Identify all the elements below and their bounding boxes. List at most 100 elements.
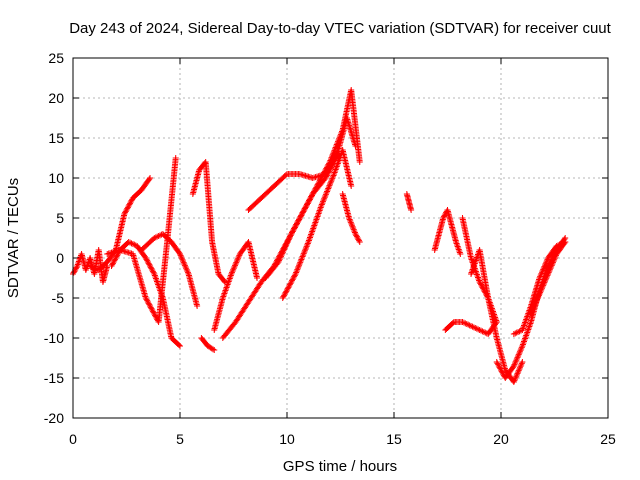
data-point-marker bbox=[320, 197, 327, 204]
data-point-marker bbox=[89, 264, 96, 271]
data-point-marker bbox=[329, 173, 336, 180]
data-point-marker bbox=[128, 240, 135, 247]
data-point-marker bbox=[326, 181, 333, 188]
data-point-marker bbox=[496, 364, 503, 371]
data-point-marker bbox=[151, 235, 158, 241]
data-point-marker bbox=[323, 165, 330, 172]
data-point-marker bbox=[293, 269, 300, 276]
data-point-marker bbox=[476, 327, 483, 333]
data-point-marker bbox=[356, 239, 363, 245]
data-point-marker bbox=[142, 255, 149, 261]
data-point-marker bbox=[350, 226, 357, 233]
data-point-marker bbox=[354, 235, 361, 241]
data-point-marker bbox=[128, 197, 135, 204]
data-point-marker bbox=[288, 277, 295, 284]
series-arc-d bbox=[138, 231, 201, 309]
data-point-marker bbox=[232, 261, 239, 267]
data-point-marker bbox=[154, 233, 161, 240]
series-arc-l bbox=[339, 191, 363, 245]
data-point-marker bbox=[282, 289, 289, 296]
data-point-marker bbox=[276, 257, 283, 264]
data-point-marker bbox=[301, 247, 308, 254]
data-point-marker bbox=[286, 235, 293, 242]
data-point-marker bbox=[319, 172, 326, 179]
data-point-marker bbox=[282, 172, 289, 179]
data-point-marker bbox=[281, 245, 288, 251]
data-point-marker bbox=[317, 176, 324, 183]
data-point-marker bbox=[329, 175, 336, 182]
data-point-marker bbox=[348, 220, 355, 227]
data-point-marker bbox=[321, 195, 328, 202]
data-point-marker bbox=[177, 343, 183, 349]
data-point-marker bbox=[538, 286, 545, 293]
data-point-marker bbox=[517, 363, 524, 370]
plot-frame bbox=[72, 57, 609, 419]
data-point-marker bbox=[337, 131, 344, 138]
data-point-marker bbox=[294, 219, 301, 225]
y-tick-label: 15 bbox=[48, 130, 64, 146]
data-point-marker bbox=[551, 256, 558, 263]
data-point-marker bbox=[495, 363, 502, 369]
data-point-marker bbox=[540, 265, 547, 271]
data-point-marker bbox=[283, 242, 290, 249]
data-point-marker bbox=[298, 255, 305, 261]
y-tick-label: -10 bbox=[44, 330, 64, 346]
data-point-marker bbox=[468, 323, 475, 329]
data-point-marker bbox=[290, 275, 297, 281]
series-arc-j bbox=[262, 87, 363, 281]
y-tick-label: -15 bbox=[44, 370, 64, 386]
data-point-marker bbox=[325, 161, 332, 168]
data-point-marker bbox=[287, 280, 294, 287]
data-point-marker bbox=[306, 197, 313, 204]
data-point-marker bbox=[466, 322, 473, 329]
data-point-marker bbox=[331, 147, 338, 154]
data-point-marker bbox=[465, 321, 472, 328]
data-point-marker bbox=[296, 216, 303, 223]
data-point-marker bbox=[463, 321, 470, 327]
data-point-marker bbox=[532, 299, 539, 306]
data-point-marker bbox=[121, 211, 128, 217]
data-point-marker bbox=[148, 265, 155, 272]
data-point-marker bbox=[346, 216, 353, 223]
data-point-marker bbox=[541, 263, 548, 270]
data-point-marker bbox=[281, 292, 288, 299]
data-point-marker bbox=[149, 307, 156, 313]
x-tick-label: 0 bbox=[69, 431, 77, 447]
data-point-marker bbox=[326, 159, 333, 165]
data-point-marker bbox=[209, 346, 216, 353]
data-point-marker bbox=[298, 211, 305, 217]
data-point-marker bbox=[127, 239, 134, 246]
data-point-marker bbox=[324, 163, 331, 169]
y-tick-label: -20 bbox=[44, 410, 64, 426]
data-point-marker bbox=[355, 236, 362, 243]
data-point-marker bbox=[181, 261, 188, 267]
data-point-marker bbox=[327, 157, 334, 164]
data-point-marker bbox=[516, 348, 523, 355]
data-point-marker bbox=[304, 241, 311, 248]
data-point-marker bbox=[516, 366, 523, 373]
data-point-marker bbox=[533, 298, 540, 305]
data-point-marker bbox=[151, 311, 158, 317]
data-point-marker bbox=[535, 292, 542, 299]
data-point-marker bbox=[339, 128, 346, 135]
data-point-marker bbox=[143, 256, 150, 263]
data-point-marker bbox=[532, 301, 539, 307]
data-point-marker bbox=[280, 247, 287, 254]
data-point-marker bbox=[113, 253, 120, 260]
data-point-marker bbox=[146, 176, 153, 183]
data-point-marker bbox=[351, 229, 358, 236]
data-point-marker bbox=[233, 259, 240, 266]
data-point-marker bbox=[356, 237, 363, 244]
data-point-marker bbox=[330, 172, 337, 179]
data-point-marker bbox=[286, 283, 293, 289]
data-point-marker bbox=[336, 134, 343, 141]
data-point-marker bbox=[318, 201, 325, 208]
data-point-marker bbox=[536, 291, 543, 297]
data-point-marker bbox=[70, 269, 77, 276]
data-point-marker bbox=[179, 256, 186, 263]
data-point-marker bbox=[295, 263, 302, 270]
data-point-marker bbox=[322, 167, 329, 173]
data-point-marker bbox=[228, 271, 235, 277]
data-point-marker bbox=[346, 215, 353, 221]
